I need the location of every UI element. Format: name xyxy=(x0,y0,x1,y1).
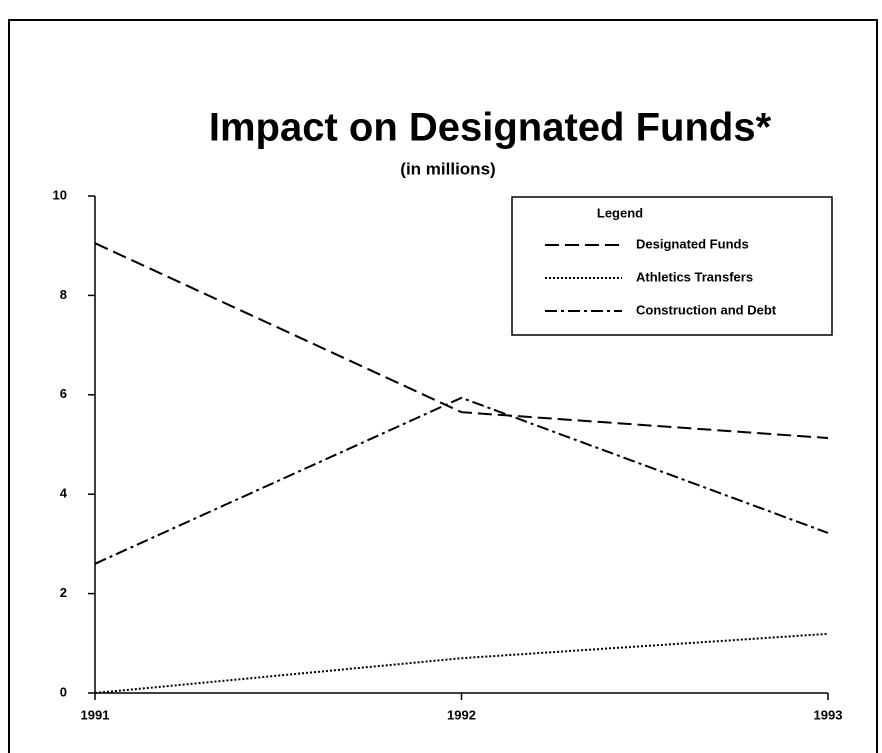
x-tick-label: 1991 xyxy=(81,707,110,722)
series-line xyxy=(94,396,829,565)
legend-title: Legend xyxy=(597,205,643,220)
y-tick-label: 10 xyxy=(53,187,67,202)
legend-label: Construction and Debt xyxy=(636,302,777,317)
y-tick-label: 2 xyxy=(60,585,67,600)
series-line xyxy=(94,242,829,440)
legend-label: Designated Funds xyxy=(636,236,749,251)
series-line xyxy=(94,632,829,694)
y-tick-label: 0 xyxy=(60,684,67,699)
x-tick-label: 1992 xyxy=(447,707,476,722)
chart-subtitle: (in millions) xyxy=(400,159,495,178)
legend-box xyxy=(511,196,833,336)
frame xyxy=(8,19,878,753)
y-tick-label: 6 xyxy=(60,386,67,401)
legend-label: Athletics Transfers xyxy=(636,269,753,284)
x-tick-label: 1993 xyxy=(814,707,843,722)
y-tick-label: 8 xyxy=(60,287,67,302)
y-tick-label: 4 xyxy=(60,486,68,501)
chart-title: Impact on Designated Funds* xyxy=(209,106,772,150)
